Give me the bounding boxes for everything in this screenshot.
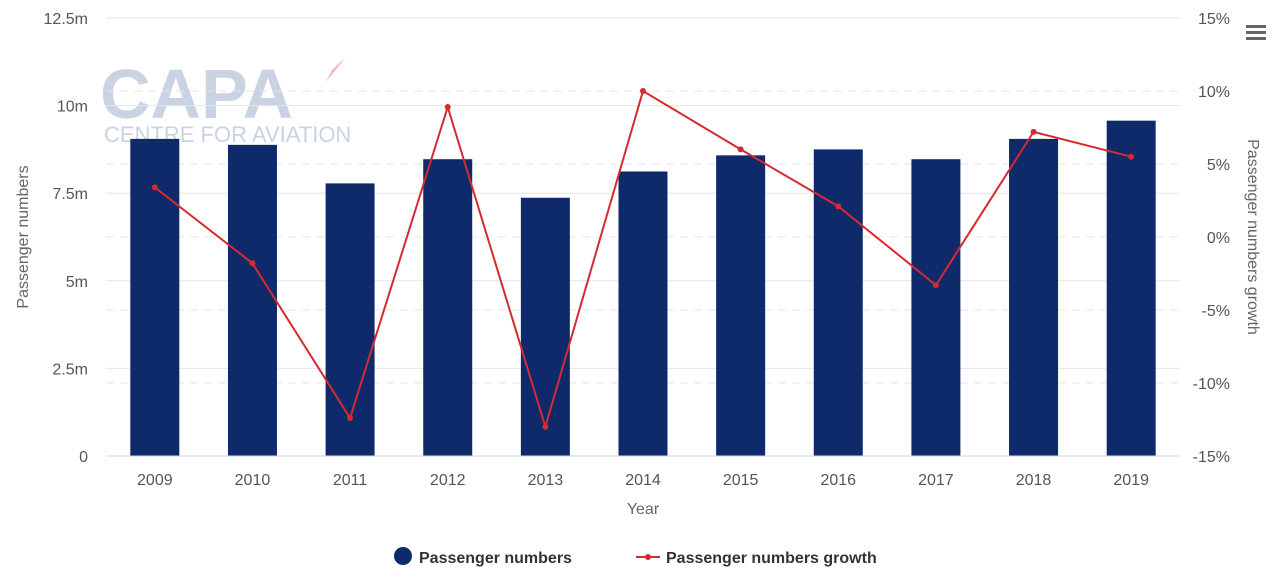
legend-line-dot (645, 554, 651, 560)
y-tick-label: 7.5m (52, 186, 88, 203)
legend[interactable]: Passenger numbers Passenger numbers grow… (394, 547, 877, 567)
legend-bar-marker (394, 547, 412, 565)
bar[interactable] (813, 149, 863, 456)
capa-watermark: CAPA CENTRE FOR AVIATION (100, 55, 351, 147)
bar[interactable] (325, 183, 375, 456)
y-axis-title: Passenger numbers (15, 165, 32, 308)
y-tick-label-right: -15% (1193, 449, 1230, 466)
legend-item-passenger-numbers[interactable]: Passenger numbers (394, 547, 572, 567)
left-axis-ticks: 0 2.5m 5m 7.5m 10m 12.5m (44, 11, 89, 466)
x-tick-label: 2017 (918, 472, 954, 489)
x-tick-label: 2013 (528, 472, 564, 489)
hamburger-menu-icon[interactable] (1240, 20, 1270, 44)
line-point[interactable] (249, 260, 256, 267)
line-point[interactable] (932, 282, 939, 289)
bar[interactable] (520, 197, 570, 457)
bar[interactable] (130, 138, 180, 456)
line-point[interactable] (1128, 153, 1135, 160)
y-tick-label: 12.5m (44, 11, 88, 28)
line-point[interactable] (640, 88, 646, 94)
line-series (151, 88, 1135, 431)
x-tick-label: 2014 (625, 472, 661, 489)
y-tick-label-right: 5% (1207, 157, 1230, 174)
bar[interactable] (227, 144, 277, 457)
x-tick-label: 2016 (820, 472, 856, 489)
x-tick-label: 2019 (1113, 472, 1149, 489)
y-tick-label: 0 (79, 449, 88, 466)
bar[interactable] (423, 159, 473, 457)
legend-label-passenger-numbers-growth: Passenger numbers growth (666, 550, 877, 567)
bar[interactable] (716, 155, 766, 456)
y-tick-label-right: 0% (1207, 230, 1230, 247)
line-point[interactable] (151, 184, 158, 191)
x-tick-label: 2015 (723, 472, 759, 489)
line-point[interactable] (835, 203, 842, 210)
y-tick-label-right: -10% (1193, 376, 1230, 393)
line-point[interactable] (1030, 128, 1037, 135)
line-point[interactable] (542, 423, 549, 430)
y-tick-label: 10m (57, 99, 88, 116)
y-tick-label: 5m (66, 274, 88, 291)
line-point[interactable] (444, 104, 451, 111)
x-tick-label: 2011 (333, 472, 368, 489)
x-axis-title: Year (627, 501, 660, 518)
bar[interactable] (1106, 120, 1156, 456)
line-point[interactable] (737, 146, 744, 153)
watermark-swoosh-icon (326, 58, 345, 82)
y-axis-title-right: Passenger numbers growth (1244, 139, 1261, 335)
line-point[interactable] (347, 415, 354, 422)
legend-item-passenger-numbers-growth[interactable]: Passenger numbers growth (636, 550, 877, 567)
x-tick-label: 2012 (430, 472, 466, 489)
bar[interactable] (618, 171, 668, 456)
x-axis-ticks: 2009 2010 2011 2012 2013 2014 2015 2016 2017 2018… (137, 472, 1149, 489)
y-tick-label: 2.5m (52, 361, 88, 378)
x-tick-label: 2009 (137, 472, 173, 489)
right-axis-ticks: -15% -10% -5% 0% 5% 10% 15% (1193, 11, 1230, 466)
y-tick-label-right: -5% (1202, 303, 1230, 320)
bar-series (130, 120, 1156, 457)
x-tick-label: 2010 (235, 472, 271, 489)
x-tick-label: 2018 (1016, 472, 1052, 489)
y-tick-label-right: 10% (1198, 84, 1230, 101)
watermark-brand: CAPA (100, 55, 293, 133)
y-tick-label-right: 15% (1198, 11, 1230, 28)
legend-label-passenger-numbers: Passenger numbers (419, 550, 572, 567)
bar[interactable] (911, 159, 961, 457)
bar[interactable] (1009, 138, 1059, 456)
